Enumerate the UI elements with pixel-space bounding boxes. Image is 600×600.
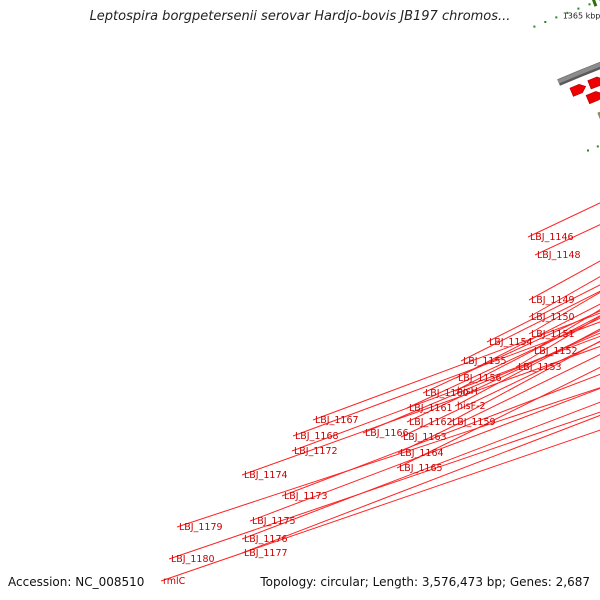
scale-dot: [588, 3, 591, 6]
scale-dot: [544, 21, 547, 23]
label-leaders: [160, 202, 600, 582]
inner-dot: [587, 149, 589, 152]
leader-line: [281, 373, 600, 497]
gene-arrow: [569, 83, 587, 97]
leader-line: [176, 387, 600, 528]
gene-label: LBJ_1177: [244, 548, 288, 559]
gene-label: LBJ_1165: [399, 463, 443, 474]
leader-line: [515, 316, 600, 368]
leader-line: [160, 429, 600, 582]
scale-label-1365: 1365 kbp: [563, 11, 600, 20]
inner-dot: [596, 145, 599, 148]
leader-line: [528, 276, 600, 318]
gene-arrows: [569, 76, 600, 105]
gene-label: LBJ_1151: [531, 329, 575, 340]
leader-line: [400, 341, 600, 438]
gene-label: hisH: [457, 386, 478, 397]
leader-line: [292, 321, 600, 437]
map-title: Leptospira borgpetersenii serovar Hardjo…: [89, 9, 511, 24]
leader-line: [249, 387, 600, 522]
gene-label: LBJ_1155: [463, 356, 507, 367]
scale-dot: [577, 7, 580, 10]
scale-dot: [566, 11, 569, 14]
genome-summary: Topology: circular; Length: 3,576,473 bp…: [260, 575, 590, 589]
gene-label: LBJ_1146: [530, 232, 574, 243]
leader-line: [362, 332, 600, 434]
gene-label: LBJ_1179: [179, 522, 223, 533]
gene-label: LBJ_1166: [365, 428, 409, 439]
leader-line: [422, 310, 600, 394]
gene-label: rmlC: [163, 576, 186, 587]
gene-label: hisF-2: [457, 401, 486, 412]
gene-label: LBJ_1173: [284, 491, 328, 502]
gene-label: LBJ_1150: [531, 312, 575, 323]
leader-line: [406, 317, 600, 409]
leader-line: [527, 202, 600, 238]
gene-label: LBJ_1176: [244, 534, 288, 545]
gene-label: LBJ_1164: [400, 448, 444, 459]
gene-label: LBJ_1172: [294, 446, 338, 457]
gene-label: LBJ_1148: [537, 250, 581, 261]
leader-line: [406, 330, 600, 423]
gene-label: LBJ_1175: [252, 516, 296, 527]
gene-arrow: [587, 76, 600, 90]
gene-label: LBJ_1154: [489, 337, 533, 348]
gene-label: LBJ_1167: [315, 415, 359, 426]
gene-label: LBJ_1159: [452, 417, 496, 428]
gene-label: LBJ_1180: [171, 554, 215, 565]
leader-line: [312, 312, 600, 421]
leader-line: [241, 414, 600, 554]
gene-label: LBJ_1149: [531, 295, 575, 306]
gene-label: LBJ_1163: [403, 432, 447, 443]
cog-blocks: [597, 111, 600, 120]
gene-label: LBJ_1153: [518, 362, 562, 373]
gene-label: LBJ_1152: [534, 346, 578, 357]
gene-label: LBJ_1161: [409, 403, 453, 414]
inner-dotted-ring: [587, 145, 599, 152]
leader-line: [449, 340, 600, 423]
gene-label: LBJ_1174: [244, 470, 288, 481]
gene-arrow: [585, 91, 600, 105]
leader-line: [241, 401, 600, 540]
cog-block: [597, 111, 600, 120]
leader-line: [291, 335, 600, 452]
leader-line: [460, 290, 600, 362]
gene-labels: LBJ_1146 LBJ_1148 LBJ_1149 LBJ_1150 LBJ_1151…: [163, 232, 581, 587]
gene-label: LBJ_1156: [458, 373, 502, 384]
accession-text: Accession: NC_008510: [8, 575, 145, 589]
leader-line: [241, 345, 600, 476]
gene-label: LBJ_1162: [409, 417, 453, 428]
leader-line: [396, 366, 600, 469]
scale-dot: [533, 25, 536, 28]
leader-line: [397, 354, 600, 454]
gene-label: LBJ_1168: [295, 431, 339, 442]
scale-tick-1365: [591, 0, 598, 7]
leader-line: [528, 260, 600, 301]
leader-line: [168, 411, 600, 560]
leader-line: [486, 284, 600, 343]
leader-line: [455, 303, 600, 379]
gene-label: LBJ_1160: [425, 388, 469, 399]
scale-dot: [555, 16, 558, 19]
